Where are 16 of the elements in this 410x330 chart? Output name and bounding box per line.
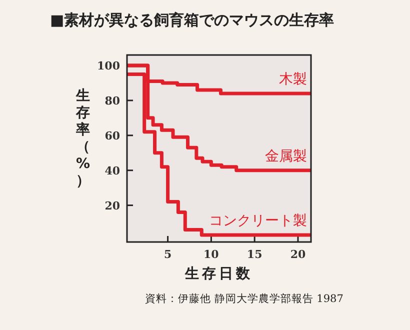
x-axis-title: 生存日数 [184,266,253,282]
series-label: 金属製 [265,148,307,164]
y-tick-label: 60 [104,129,120,142]
y-tick-label: 80 [104,94,120,108]
series-label: 木製 [279,71,307,88]
x-tick-label: 20 [290,248,306,261]
y-tick-label: 100 [97,59,120,72]
x-tick-label: 10 [204,248,220,261]
text: 資料：伊藤他 静岡大学農学部報告 1987 [145,292,344,305]
y-tick-label: 40 [104,164,120,178]
chart-title: ■素材が異なる飼育箱でのマウスの生存率 [50,11,334,29]
x-tick-label: 15 [246,248,262,261]
x-tick-label: 5 [164,248,172,261]
y-axis-title: 生存率（%） [75,88,90,189]
series-label: コンクリート製 [209,213,307,230]
y-tick-label: 20 [104,199,120,212]
